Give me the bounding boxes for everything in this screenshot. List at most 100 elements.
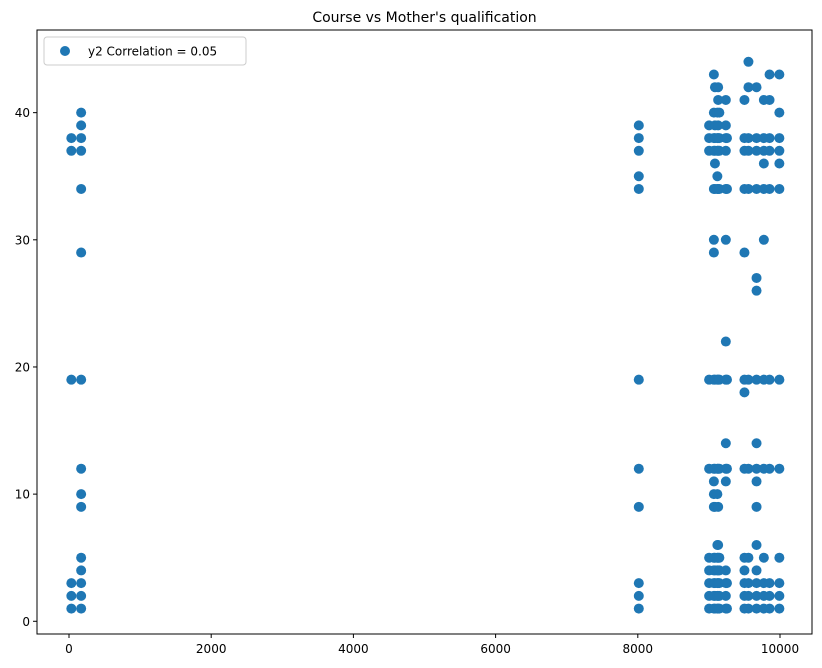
- data-point: [758, 552, 769, 563]
- data-point: [76, 247, 87, 258]
- data-point: [720, 234, 731, 245]
- data-point: [743, 590, 754, 601]
- x-tick-label: 4000: [338, 642, 369, 656]
- y-tick-label: 40: [15, 106, 30, 120]
- data-point: [739, 565, 750, 576]
- data-point: [721, 183, 732, 194]
- data-point: [764, 69, 775, 80]
- data-point: [633, 590, 644, 601]
- data-point: [743, 552, 754, 563]
- data-point: [774, 145, 785, 156]
- legend-label: y2 Correlation = 0.05: [88, 45, 217, 59]
- data-point: [764, 94, 775, 105]
- data-point: [764, 463, 775, 474]
- y-tick-label: 30: [15, 233, 30, 247]
- data-point: [774, 107, 785, 118]
- data-point: [743, 56, 754, 67]
- data-point: [743, 82, 754, 93]
- data-point: [76, 590, 87, 601]
- data-point: [751, 133, 762, 144]
- data-point: [720, 590, 731, 601]
- plot-area: [66, 56, 785, 614]
- data-point: [713, 94, 724, 105]
- data-point: [66, 374, 77, 385]
- x-tick-label: 2000: [196, 642, 227, 656]
- x-tick-label: 10000: [761, 642, 799, 656]
- data-point: [743, 145, 754, 156]
- data-point: [66, 133, 77, 144]
- data-point: [743, 578, 754, 589]
- data-point: [76, 183, 87, 194]
- data-point: [633, 374, 644, 385]
- data-point: [764, 374, 775, 385]
- data-point: [713, 539, 724, 550]
- data-point: [751, 82, 762, 93]
- data-point: [66, 590, 77, 601]
- data-point: [76, 133, 87, 144]
- data-point: [720, 336, 731, 347]
- chart-title: Course vs Mother's qualification: [312, 10, 536, 26]
- data-point: [751, 374, 762, 385]
- data-point: [721, 578, 732, 589]
- y-tick-label: 0: [22, 615, 30, 629]
- data-point: [774, 69, 785, 80]
- data-point: [743, 463, 754, 474]
- data-point: [751, 590, 762, 601]
- data-point: [76, 120, 87, 131]
- data-point: [774, 590, 785, 601]
- x-tick-label: 8000: [623, 642, 654, 656]
- data-point: [709, 158, 720, 169]
- data-point: [633, 183, 644, 194]
- data-point: [764, 603, 775, 614]
- data-point: [633, 463, 644, 474]
- data-point: [758, 158, 769, 169]
- data-point: [713, 82, 724, 93]
- data-point: [633, 603, 644, 614]
- data-point: [76, 603, 87, 614]
- data-point: [633, 145, 644, 156]
- data-point: [76, 552, 87, 563]
- data-point: [720, 476, 731, 487]
- data-point: [751, 539, 762, 550]
- data-point: [66, 603, 77, 614]
- data-point: [712, 489, 723, 500]
- legend-marker: [60, 46, 70, 56]
- data-point: [708, 247, 719, 258]
- data-point: [720, 145, 731, 156]
- data-point: [751, 285, 762, 296]
- data-point: [708, 234, 719, 245]
- data-point: [714, 552, 725, 563]
- data-point: [743, 133, 754, 144]
- legend-box: [43, 36, 247, 66]
- y-tick-label: 20: [15, 360, 30, 374]
- data-point: [751, 463, 762, 474]
- axis-ticks: 0 2000 4000 6000 8000 10000 0 10 20 30 40: [15, 106, 799, 656]
- data-point: [720, 438, 731, 449]
- data-point: [76, 578, 87, 589]
- data-point: [751, 578, 762, 589]
- data-point: [721, 463, 732, 474]
- data-point: [720, 120, 731, 131]
- data-point: [633, 120, 644, 131]
- plot-frame: [36, 29, 813, 635]
- data-point: [739, 94, 750, 105]
- data-point: [76, 463, 87, 474]
- data-point: [774, 133, 785, 144]
- data-point: [713, 501, 724, 512]
- data-point: [751, 501, 762, 512]
- data-point: [713, 120, 724, 131]
- data-point: [751, 145, 762, 156]
- y-tick-label: 10: [15, 488, 30, 502]
- data-point: [751, 603, 762, 614]
- data-point: [76, 107, 87, 118]
- data-point: [714, 107, 725, 118]
- data-point: [743, 374, 754, 385]
- data-point: [633, 133, 644, 144]
- data-point: [774, 552, 785, 563]
- data-point: [633, 501, 644, 512]
- data-point: [721, 133, 732, 144]
- x-tick-label: 6000: [480, 642, 511, 656]
- data-point: [751, 183, 762, 194]
- data-point: [720, 565, 731, 576]
